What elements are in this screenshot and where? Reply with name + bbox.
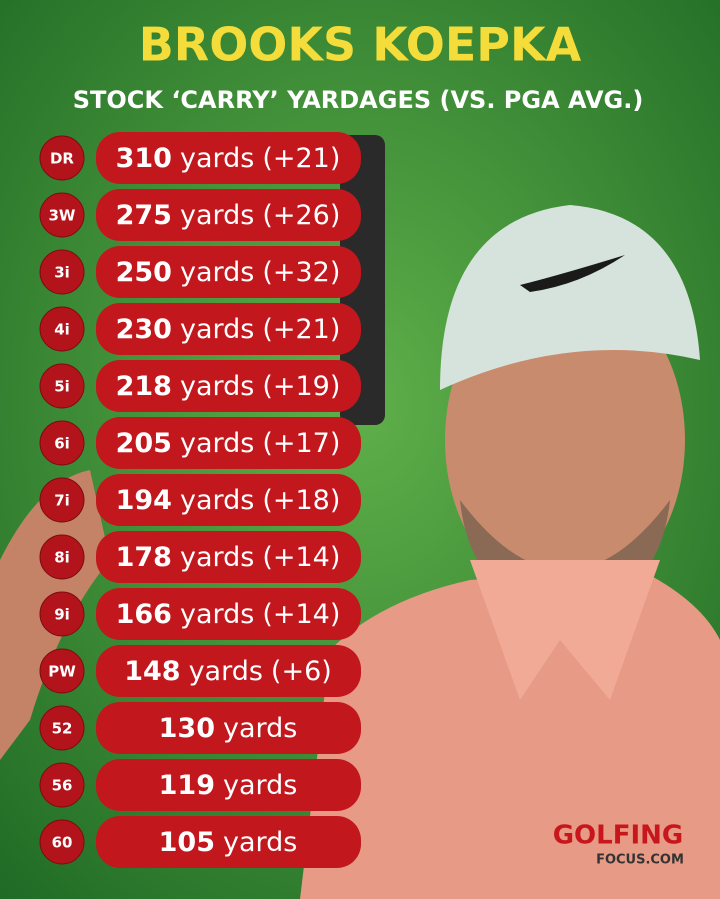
- club-label: 7i: [54, 492, 70, 510]
- unit: yards: [180, 257, 254, 288]
- yardage-pill: [96, 645, 361, 697]
- unit: yards: [180, 314, 254, 345]
- yardage-text: 130 yards: [159, 713, 298, 744]
- pga-diff: (+6): [271, 656, 332, 687]
- club-label: 4i: [54, 321, 70, 339]
- unit: yards: [223, 713, 297, 744]
- club-badge: [39, 192, 85, 238]
- club-label: 52: [52, 720, 73, 738]
- yardage-text: 250 yards (+32): [116, 257, 341, 288]
- yardage-pill: [96, 189, 361, 241]
- club-label: 3W: [49, 207, 76, 225]
- yardage-pill: [96, 702, 361, 754]
- yardage-pill: [96, 474, 361, 526]
- carry-value: 310: [116, 143, 172, 174]
- club-badge: [39, 534, 85, 580]
- yardage-pill: [96, 303, 361, 355]
- carry-value: 105: [159, 827, 215, 858]
- yardage-text: 166 yards (+14): [116, 599, 341, 630]
- yardage-pill: [96, 132, 361, 184]
- carry-value: 178: [116, 542, 172, 573]
- club-badge: [39, 249, 85, 295]
- club-badge: [39, 705, 85, 751]
- yardage-text: 194 yards (+18): [116, 485, 341, 516]
- carry-value: 275: [116, 200, 172, 231]
- carry-value: 205: [116, 428, 172, 459]
- carry-value: 148: [124, 656, 180, 687]
- pga-diff: (+14): [262, 542, 340, 573]
- club-label: 9i: [54, 606, 70, 624]
- club-badge: [39, 819, 85, 865]
- pga-diff: (+32): [262, 257, 340, 288]
- pga-diff: (+17): [262, 428, 340, 459]
- club-label: 5i: [54, 378, 70, 396]
- carry-value: 218: [116, 371, 172, 402]
- unit: yards: [180, 485, 254, 516]
- club-label: 8i: [54, 549, 70, 567]
- club-badge: [39, 591, 85, 637]
- yardage-pill: [96, 588, 361, 640]
- carry-value: 194: [116, 485, 172, 516]
- carry-value: 250: [116, 257, 172, 288]
- club-label: 60: [52, 834, 73, 852]
- logo-brand: GOLFING: [553, 821, 684, 851]
- carry-value: 130: [159, 713, 215, 744]
- unit: yards: [180, 143, 254, 174]
- club-badge: [39, 135, 85, 181]
- yardage-text: 148 yards (+6): [124, 656, 332, 687]
- title: BROOKS KOEPKA: [139, 18, 582, 72]
- carry-value: 230: [116, 314, 172, 345]
- unit: yards: [223, 827, 297, 858]
- pga-diff: (+14): [262, 599, 340, 630]
- yardage-text: 105 yards: [159, 827, 298, 858]
- pga-diff: (+19): [262, 371, 340, 402]
- pga-diff: (+21): [262, 314, 340, 345]
- unit: yards: [180, 371, 254, 402]
- club-badge: [39, 420, 85, 466]
- club-badge: [39, 363, 85, 409]
- yardage-pill: [96, 246, 361, 298]
- club-label: 56: [52, 777, 73, 795]
- carry-value: 166: [116, 599, 172, 630]
- unit: yards: [223, 770, 297, 801]
- yardage-text: 230 yards (+21): [116, 314, 341, 345]
- unit: yards: [180, 542, 254, 573]
- unit: yards: [180, 200, 254, 231]
- club-label: DR: [50, 150, 74, 168]
- yardage-pill: [96, 759, 361, 811]
- logo-site: FOCUS.COM: [596, 853, 684, 868]
- club-label: PW: [48, 663, 76, 681]
- club-badge: [39, 306, 85, 352]
- yardage-pill: [96, 531, 361, 583]
- yardage-pill: [96, 360, 361, 412]
- club-badge: [39, 477, 85, 523]
- unit: yards: [180, 428, 254, 459]
- unit: yards: [180, 599, 254, 630]
- yardage-pill: [96, 816, 361, 868]
- club-badge: [39, 762, 85, 808]
- club-label: 3i: [54, 264, 70, 282]
- pga-diff: (+21): [262, 143, 340, 174]
- pga-diff: (+26): [262, 200, 340, 231]
- yardage-text: 310 yards (+21): [116, 143, 341, 174]
- yardage-text: 119 yards: [159, 770, 298, 801]
- pga-diff: (+18): [262, 485, 340, 516]
- unit: yards: [189, 656, 263, 687]
- subtitle: STOCK ‘CARRY’ YARDAGES (VS. PGA AVG.): [73, 86, 644, 114]
- yardage-list: DR 310 yards (+21) 3W 275 yards (+26) 3i 250 yards…: [39, 132, 361, 868]
- yardage-text: 218 yards (+19): [116, 371, 341, 402]
- club-label: 6i: [54, 435, 70, 453]
- yardage-text: 205 yards (+17): [116, 428, 341, 459]
- carry-value: 119: [159, 770, 215, 801]
- photo: [0, 135, 720, 899]
- club-badge: [39, 648, 85, 694]
- yardage-text: 275 yards (+26): [116, 200, 341, 231]
- yardage-pill: [96, 417, 361, 469]
- yardage-text: 178 yards (+14): [116, 542, 341, 573]
